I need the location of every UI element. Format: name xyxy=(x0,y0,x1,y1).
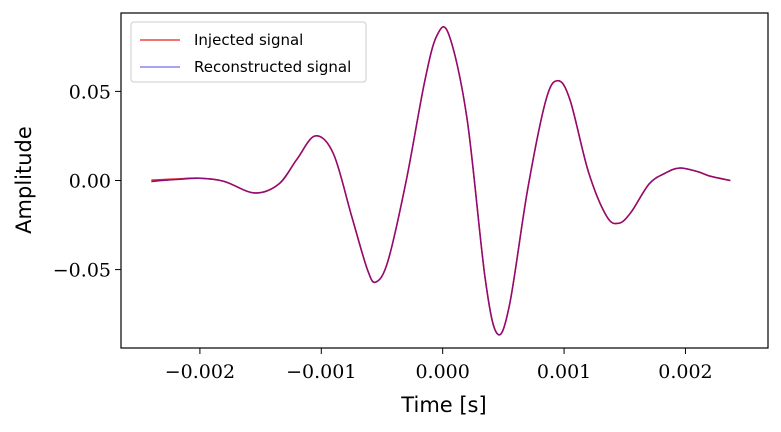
x-tick-label: 0.002 xyxy=(658,361,712,383)
y-tick-label: 0.00 xyxy=(69,171,111,193)
series-layer xyxy=(151,26,731,336)
legend-label-injected: Injected signal xyxy=(194,31,303,49)
series-line-reconstructed xyxy=(151,26,731,336)
x-tick-label: 0.000 xyxy=(415,361,469,383)
legend-label-reconstructed: Reconstructed signal xyxy=(194,58,351,76)
x-tick-label: −0.001 xyxy=(286,361,356,383)
x-tick-label: 0.001 xyxy=(537,361,591,383)
x-axis-ticks: −0.002 −0.001 0.000 0.001 0.002 xyxy=(165,348,713,383)
x-tick-label: −0.002 xyxy=(165,361,235,383)
y-axis-label: Amplitude xyxy=(12,126,36,234)
y-axis-ticks: −0.05 0.00 0.05 xyxy=(53,81,121,282)
y-tick-label: 0.05 xyxy=(69,81,111,103)
y-tick-label: −0.05 xyxy=(53,260,111,282)
legend: Injected signal Reconstructed signal xyxy=(130,21,367,83)
legend-box xyxy=(130,21,367,83)
x-axis-label: Time [s] xyxy=(400,393,486,417)
